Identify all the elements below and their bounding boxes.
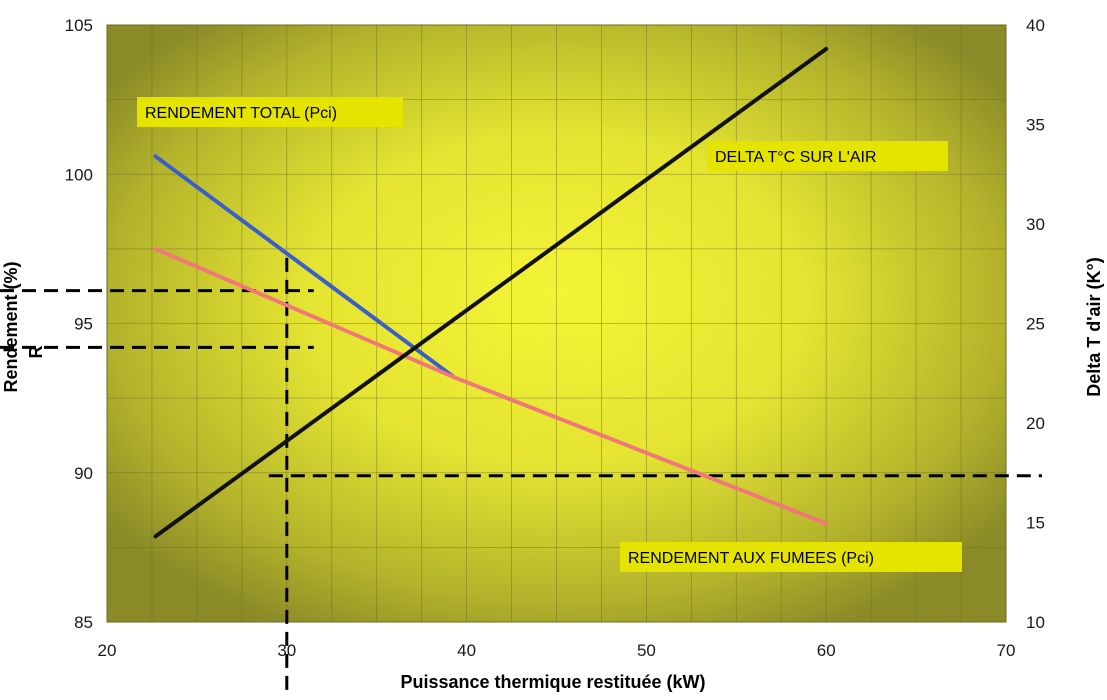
plot-border (106, 24, 1007, 623)
y-tick-label: 85 (74, 613, 93, 632)
x-tick-label: 50 (637, 641, 656, 660)
y-tick-label: 105 (65, 16, 93, 35)
y2-tick-label: 40 (1026, 16, 1045, 35)
reference-lines (0, 257, 1042, 694)
x-tick-label: 20 (98, 641, 117, 660)
annotation-label: RENDEMENT AUX FUMEES (Pci) (620, 542, 962, 572)
annotation-text: RENDEMENT TOTAL (Pci) (145, 105, 337, 122)
y-tick-label: 90 (74, 464, 93, 483)
y-axis-title: Rendement (%) (1, 261, 21, 392)
series-line (153, 46, 829, 539)
x-tick-label: 40 (457, 641, 476, 660)
y2-tick-label: 35 (1026, 116, 1045, 135)
series-line (153, 246, 829, 526)
annotation-label: DELTA T°C SUR L'AIR (707, 141, 948, 171)
y-axis-stray-label: R (26, 346, 46, 359)
x-tick-label: 30 (277, 641, 296, 660)
x-axis-title: Puissance thermique restituée (kW) (400, 672, 705, 692)
series-lines (153, 46, 829, 539)
y2-tick-label: 10 (1026, 613, 1045, 632)
y2-tick-label: 20 (1026, 414, 1045, 433)
tick-labels: 20 30 40 50 60 70 85 90 95 100 105 10 15 20 25 30 35 40 (65, 16, 1045, 660)
annotation-text: RENDEMENT AUX FUMEES (Pci) (628, 550, 874, 567)
annotation-label: RENDEMENT TOTAL (Pci) (137, 97, 403, 127)
x-tick-label: 60 (817, 641, 836, 660)
y2-tick-label: 15 (1026, 514, 1045, 533)
y-tick-label: 100 (65, 165, 93, 184)
annotation-text: DELTA T°C SUR L'AIR (715, 149, 877, 166)
annotation-box (137, 97, 403, 127)
annotations: RENDEMENT TOTAL (Pci) DELTA T°C SUR L'AIR… (137, 97, 962, 572)
y-tick-label: 95 (74, 315, 93, 334)
annotation-box (620, 542, 962, 572)
series-line (153, 154, 456, 380)
y2-tick-label: 30 (1026, 215, 1045, 234)
y2-tick-label: 25 (1026, 315, 1045, 334)
y2-axis-title: Delta T d'air (K°) (1084, 257, 1104, 397)
x-tick-label: 70 (997, 641, 1016, 660)
annotation-box (707, 141, 948, 171)
